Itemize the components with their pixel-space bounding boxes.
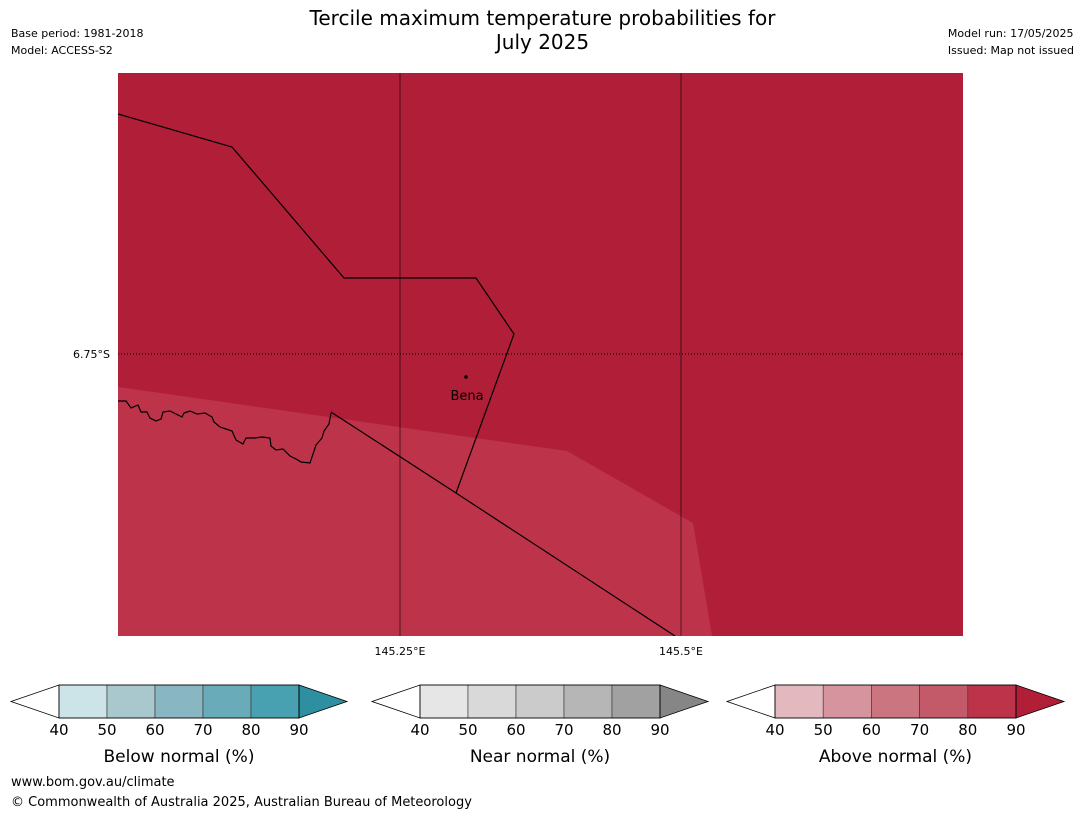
legend-tick-label: 80 (241, 721, 260, 739)
legend-outline (58, 684, 300, 719)
legend-near-normal: 40 50 60 70 80 90 Near normal (%) (370, 684, 710, 767)
legend-swatch (419, 684, 469, 719)
legend-label: Near normal (%) (470, 747, 610, 767)
legend-label: Above normal (%) (819, 747, 972, 767)
lat-label: 6.75°S (73, 348, 110, 361)
legend-swatch (467, 684, 517, 719)
legend-tick-label: 40 (410, 721, 429, 739)
town-marker (464, 375, 468, 379)
meta-left: Base period: 1981-2018 Model: ACCESS-S2 (11, 25, 143, 59)
legend-tick-label: 40 (765, 721, 784, 739)
legend-swatch (515, 684, 565, 719)
legend-swatch (611, 684, 661, 719)
issued-status: Issued: Map not issued (947, 44, 1074, 57)
footer-copyright: © Commonwealth of Australia 2025, Austra… (11, 795, 472, 810)
legend-swatch (154, 684, 204, 719)
legend-tick-label: 40 (49, 721, 68, 739)
legend-tick-label: 50 (814, 721, 833, 739)
legend-tick-label: 80 (958, 721, 977, 739)
legend-swatch (774, 684, 824, 719)
legend-outline (419, 684, 661, 719)
title-line-1: Tercile maximum temperature probabilitie… (309, 6, 776, 30)
legend-over-arrow (659, 684, 710, 719)
lower-probability-region (118, 387, 712, 636)
legend-tick-label: 50 (458, 721, 477, 739)
town-label: Bena (450, 389, 483, 404)
base-period: Base period: 1981-2018 (11, 27, 144, 40)
lon-label-145-25: 145.25°E (375, 645, 426, 658)
legend-tick-label: 70 (910, 721, 929, 739)
legend-tick-label: 90 (1006, 721, 1025, 739)
legend-under-arrow (370, 684, 421, 719)
map-title: Tercile maximum temperature probabilitie… (0, 6, 1085, 54)
legend-under-arrow (725, 684, 776, 719)
legend-tick-label: 70 (554, 721, 573, 739)
legend-over-arrow (298, 684, 349, 719)
legend-tick-label: 50 (97, 721, 116, 739)
legend-swatch (919, 684, 969, 719)
legend-above-normal: 40 50 60 70 80 90 Above normal (%) (725, 684, 1066, 767)
legend-tick-label: 60 (506, 721, 525, 739)
legend-outline (774, 684, 1017, 719)
legend-swatch (58, 684, 108, 719)
province-border (118, 113, 676, 636)
title-line-2: July 2025 (495, 30, 590, 54)
legend-tick-label: 70 (193, 721, 212, 739)
legend-swatch (967, 684, 1017, 719)
legend-swatch (822, 684, 872, 719)
legend-tick-label: 90 (289, 721, 308, 739)
legend-below-normal: 40 50 60 70 80 90 Below normal (%) (9, 684, 349, 767)
meta-right: Model run: 17/05/2025 Issued: Map not is… (948, 25, 1074, 59)
legend-under-arrow (9, 684, 60, 719)
legend-swatch (202, 684, 252, 719)
legend-tick-label: 80 (602, 721, 621, 739)
model-run: Model run: 17/05/2025 (947, 27, 1074, 40)
legend-tick-label: 60 (145, 721, 164, 739)
legend-swatch (563, 684, 613, 719)
coastline (118, 400, 332, 464)
legend-swatch (106, 684, 156, 719)
legend-over-arrow (1015, 684, 1066, 719)
legend-tick-label: 90 (650, 721, 669, 739)
model-name: Model: ACCESS-S2 (11, 44, 113, 57)
footer-url: www.bom.gov.au/climate (11, 775, 175, 790)
legend-swatch (250, 684, 300, 719)
legend-label: Below normal (%) (104, 747, 255, 767)
lon-label-145-5: 145.5°E (659, 645, 703, 658)
legend-swatch (871, 684, 920, 719)
legend-tick-label: 60 (862, 721, 881, 739)
